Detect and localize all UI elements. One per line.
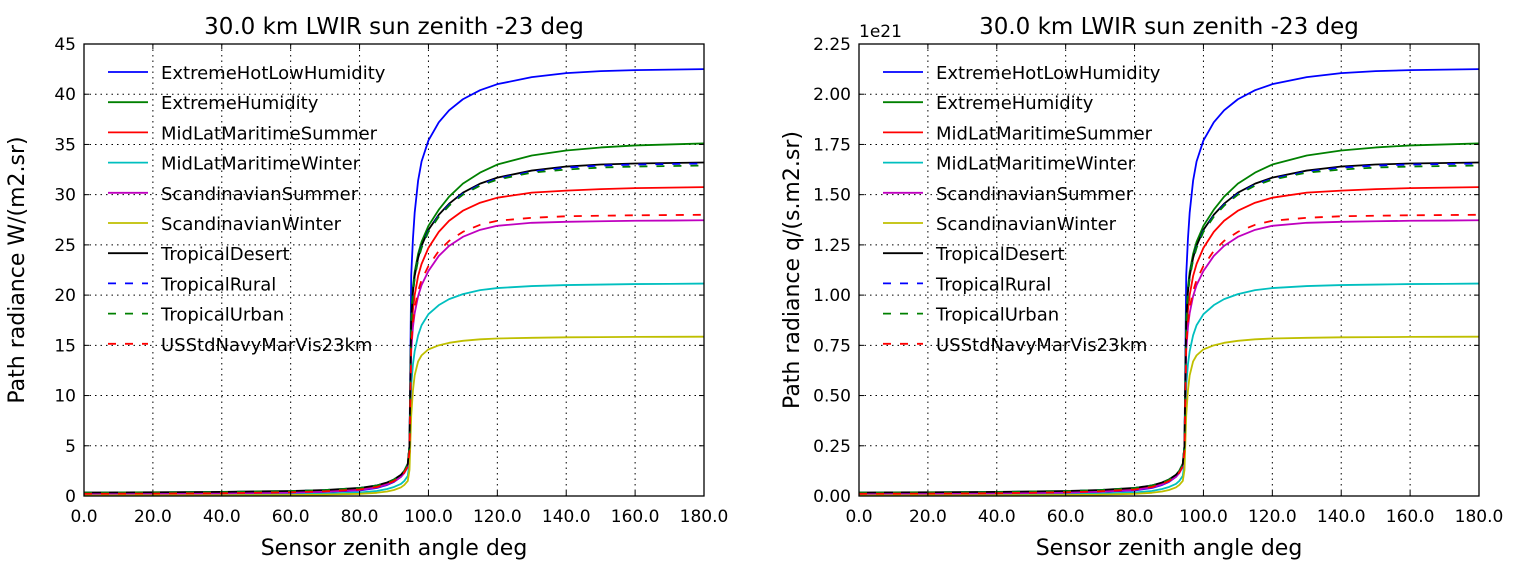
y-tick-label: 5 xyxy=(65,437,76,457)
x-tick-label: 120.0 xyxy=(473,507,522,527)
legend-label: TropicalUrban xyxy=(935,305,1059,326)
x-tick-label: 60.0 xyxy=(272,507,310,527)
x-tick-label: 180.0 xyxy=(680,507,729,527)
x-tick-label: 20.0 xyxy=(134,507,172,527)
y-tick-label: 0.25 xyxy=(813,437,851,457)
legend-label: ExtremeHotLowHumidity xyxy=(936,63,1161,84)
legend-label: TropicalDesert xyxy=(935,244,1065,265)
y-tick-label: 1.25 xyxy=(813,236,851,256)
series-line-ScandinavianWinter xyxy=(84,335,704,496)
x-tick-label: 20.0 xyxy=(909,507,947,527)
plot-background xyxy=(84,44,704,496)
series-line-USStdNavyMarVis23km xyxy=(859,213,1479,495)
legend-label: ScandinavianWinter xyxy=(936,214,1117,235)
chart-title: 30.0 km LWIR sun zenith -23 deg xyxy=(204,14,584,40)
series-line-MidLatMaritimeSummer xyxy=(859,186,1479,495)
x-tick-label: 0.0 xyxy=(845,507,872,527)
x-tick-label: 100.0 xyxy=(404,507,453,527)
x-tick-label: 100.0 xyxy=(1179,507,1228,527)
chart-panel-1: 0.0 20.0 40.0 60.0 80.0 100.0 120.0 140.0 160.0 1… xyxy=(5,14,728,561)
legend-label: ExtremeHotLowHumidity xyxy=(161,63,386,84)
series-lines xyxy=(84,68,704,496)
plot-background xyxy=(859,44,1479,496)
y-tick-label: 2.00 xyxy=(813,85,851,105)
legend-label: ScandinavianWinter xyxy=(161,214,342,235)
x-tick-label: 0.0 xyxy=(70,507,97,527)
series-line-ScandinavianWinter xyxy=(859,335,1479,496)
y-tick-label: 0.75 xyxy=(813,336,851,356)
y-tick-label: 40 xyxy=(54,85,76,105)
legend-label: TropicalUrban xyxy=(160,305,284,326)
x-tick-label: 80.0 xyxy=(341,507,379,527)
series-line-MidLatMaritimeWinter xyxy=(84,282,704,496)
series-lines xyxy=(859,68,1479,496)
series-line-MidLatMaritimeSummer xyxy=(84,186,704,495)
y-axis-label: Path radiance W/(m2.sr) xyxy=(5,136,30,403)
chart-panel-2: 0.0 20.0 40.0 60.0 80.0 100.0 120.0 140.0 160.0 1… xyxy=(780,14,1503,561)
legend-label: ScandinavianSummer xyxy=(161,184,359,205)
legend-label: USStdNavyMarVis23km xyxy=(161,335,372,356)
legend-label: ExtremeHumidity xyxy=(161,93,319,114)
legend-label: MidLatMaritimeWinter xyxy=(161,154,361,175)
plot-frame xyxy=(858,43,1480,497)
y-tick-label: 0.50 xyxy=(813,387,851,407)
legend-label: USStdNavyMarVis23km xyxy=(936,335,1147,356)
legend-label: TropicalRural xyxy=(935,274,1051,295)
x-tick-label: 160.0 xyxy=(1386,507,1435,527)
y-tick-label: 45 xyxy=(54,35,76,55)
x-tick-label: 140.0 xyxy=(1317,507,1366,527)
plot-frame xyxy=(83,43,705,497)
series-line-TropicalUrban xyxy=(84,164,704,494)
y-tick-label: 20 xyxy=(54,286,76,306)
y-axis-label: Path radiance q/(s.m2.sr) xyxy=(780,131,805,409)
y-tick-label: 10 xyxy=(54,387,76,407)
y-tick-label: 2.25 xyxy=(813,35,851,55)
x-tick-label: 60.0 xyxy=(1047,507,1085,527)
legend-label: TropicalRural xyxy=(160,274,276,295)
y-tick-label: 25 xyxy=(54,236,76,256)
y-tick-label: 0.00 xyxy=(813,487,851,507)
legend-label: ScandinavianSummer xyxy=(936,184,1134,205)
legend: ExtremeHotLowHumidity ExtremeHumidity MidL… xyxy=(108,63,386,356)
legend-label: MidLatMaritimeWinter xyxy=(936,154,1136,175)
x-tick-label: 180.0 xyxy=(1455,507,1504,527)
x-tick-label: 160.0 xyxy=(611,507,660,527)
y-tick-label: 1.00 xyxy=(813,286,851,306)
x-tick-label: 40.0 xyxy=(978,507,1016,527)
series-line-TropicalUrban xyxy=(859,164,1479,494)
x-tick-label: 120.0 xyxy=(1248,507,1297,527)
legend: ExtremeHotLowHumidity ExtremeHumidity MidL… xyxy=(883,63,1161,356)
legend-label: MidLatMaritimeSummer xyxy=(161,123,378,144)
x-axis-label: Sensor zenith angle deg xyxy=(261,536,528,561)
y-tick-label: 1.50 xyxy=(813,186,851,206)
legend-label: ExtremeHumidity xyxy=(936,93,1094,114)
x-tick-label: 140.0 xyxy=(542,507,591,527)
series-line-USStdNavyMarVis23km xyxy=(84,213,704,495)
x-tick-label: 80.0 xyxy=(1116,507,1154,527)
y-tick-label: 1.75 xyxy=(813,135,851,155)
chart-title: 30.0 km LWIR sun zenith -23 deg xyxy=(979,14,1359,40)
y-offset-label: 1e21 xyxy=(859,22,902,42)
y-tick-label: 15 xyxy=(54,336,76,356)
legend-label: MidLatMaritimeSummer xyxy=(936,123,1153,144)
y-tick-label: 30 xyxy=(54,186,76,206)
x-axis-label: Sensor zenith angle deg xyxy=(1036,536,1303,561)
x-tick-label: 40.0 xyxy=(203,507,241,527)
series-line-MidLatMaritimeWinter xyxy=(859,282,1479,496)
y-tick-label: 35 xyxy=(54,135,76,155)
y-tick-label: 0 xyxy=(65,487,76,507)
legend-label: TropicalDesert xyxy=(160,244,290,265)
